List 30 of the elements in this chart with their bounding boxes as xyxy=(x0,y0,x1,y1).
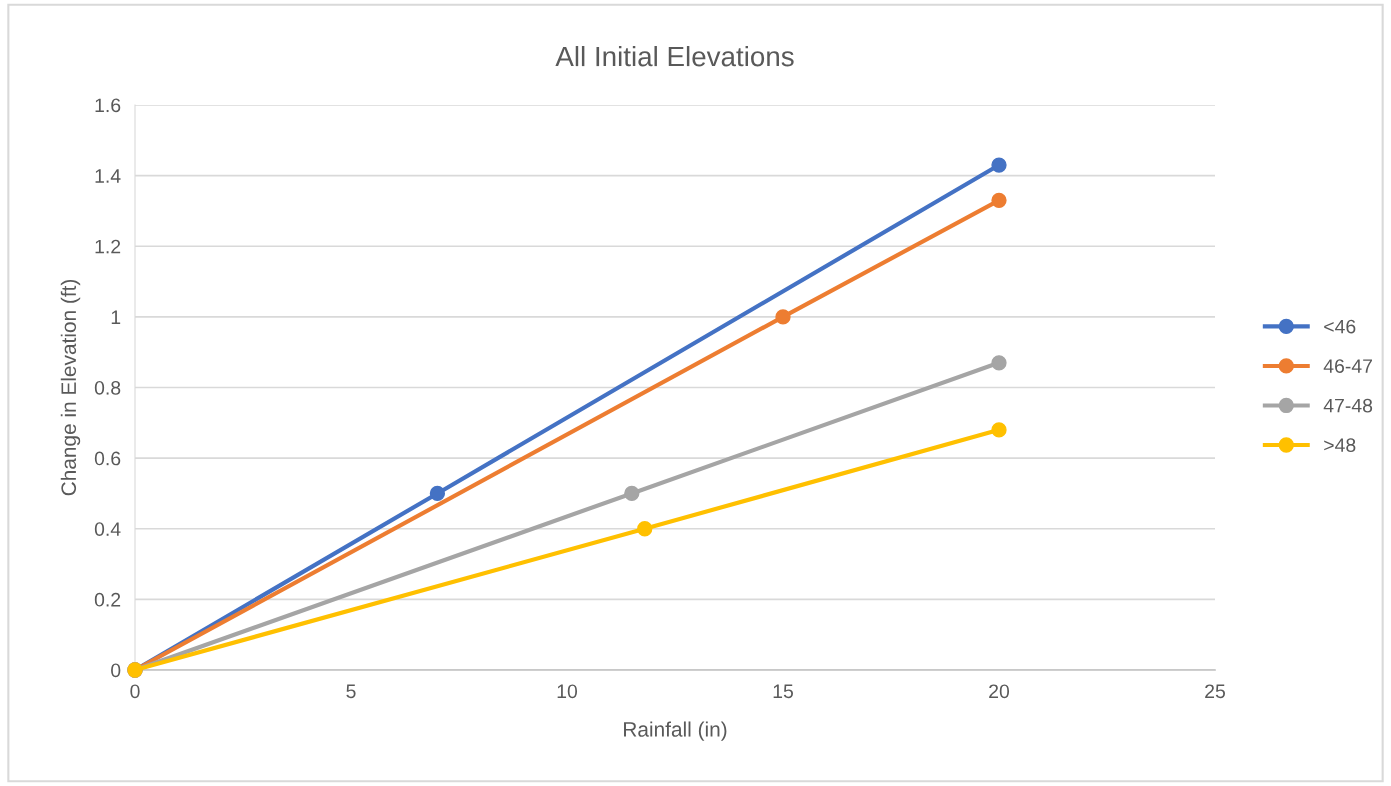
x-tick-label: 25 xyxy=(1205,684,1225,699)
y-tick-label: 0 xyxy=(111,663,121,678)
y-axis-title: Change in Elevation (ft) xyxy=(60,279,81,496)
point xyxy=(991,157,1007,173)
legend-label: <46 xyxy=(1324,319,1356,334)
y-tick-label: 1.2 xyxy=(95,239,121,254)
legend-label: >48 xyxy=(1324,438,1356,452)
y-tick-label: 1.6 xyxy=(95,98,121,113)
legend-label: 47-48 xyxy=(1323,398,1373,413)
point xyxy=(775,309,791,325)
x-tick-label: 15 xyxy=(773,684,793,699)
point xyxy=(991,192,1007,208)
point xyxy=(991,422,1007,438)
y-tick-label: 0.8 xyxy=(94,380,121,395)
x-tick-label: 20 xyxy=(989,684,1010,699)
point xyxy=(637,521,653,537)
point xyxy=(429,485,446,502)
y-tick-label: 0.6 xyxy=(94,451,121,466)
point xyxy=(991,355,1007,371)
chart-title: All Initial Elevations xyxy=(555,45,794,67)
point xyxy=(624,485,640,502)
x-axis-title: Rainfall (in) xyxy=(624,721,727,741)
y-tick-label: 1.4 xyxy=(95,169,121,183)
x-tick-label: 5 xyxy=(346,684,356,699)
y-tick-label: 0.2 xyxy=(94,592,121,607)
x-tick-label: 10 xyxy=(557,684,578,699)
legend-label: 46-47 xyxy=(1323,359,1372,373)
y-tick-label: 1 xyxy=(111,310,121,324)
y-tick-label: 0.4 xyxy=(94,522,121,536)
x-tick-label: 0 xyxy=(130,684,140,699)
